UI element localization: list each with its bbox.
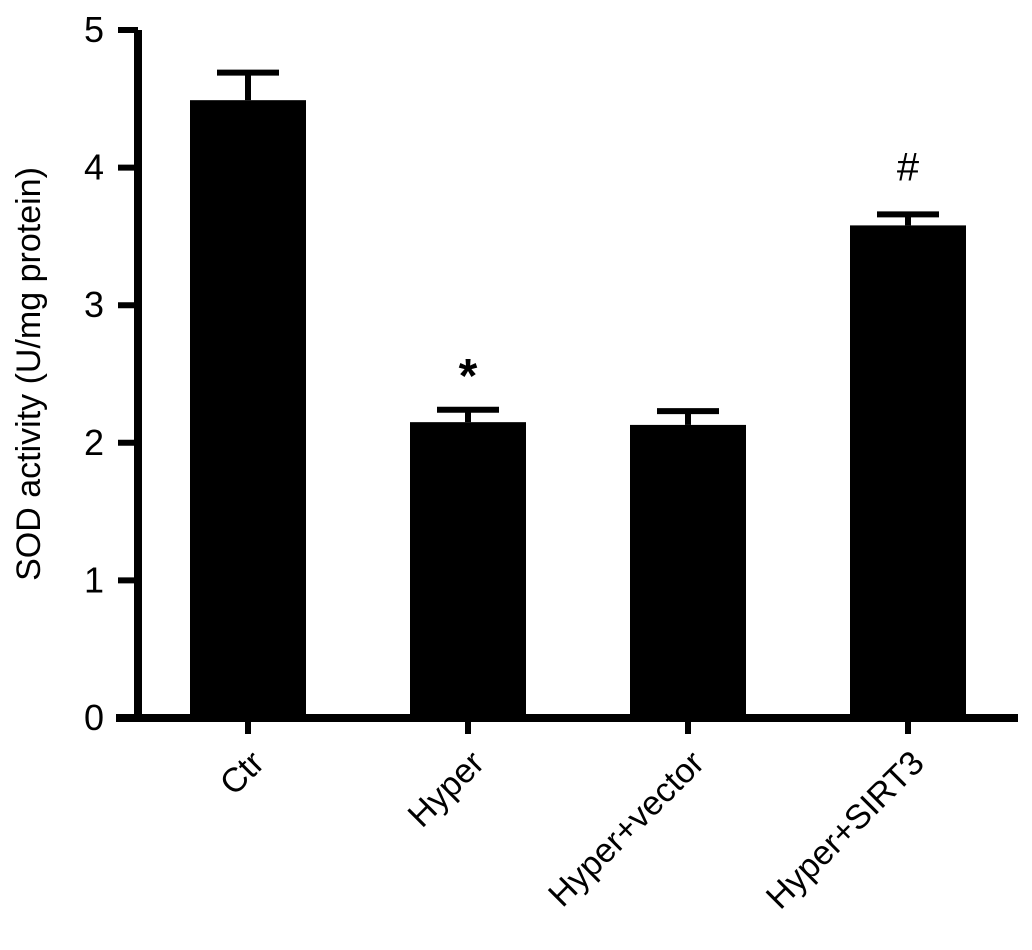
y-tick-label: 5 <box>84 9 104 50</box>
chart-marks: *# <box>190 69 966 718</box>
category-label: Hyper <box>401 744 492 835</box>
y-axis-ticks: 0 1 2 3 4 5 <box>84 9 138 738</box>
significance-marker: # <box>897 145 920 189</box>
chart-axes <box>116 30 1018 722</box>
category-label: Hyper+vector <box>541 744 712 915</box>
x-axis-ticks: Ctr Hyper Hyper+vector Hyper+SIRT3 <box>213 718 932 917</box>
y-tick-label: 3 <box>84 284 104 325</box>
bar-hyper <box>410 422 526 718</box>
bar-ctr <box>190 100 306 718</box>
significance-marker: * <box>459 350 478 403</box>
y-axis-title: SOD activity (U/mg protein) <box>10 167 48 581</box>
category-label: Hyper+SIRT3 <box>759 744 932 917</box>
bar-hyper-sirt3 <box>850 225 966 718</box>
bar-hyper-vector <box>630 424 746 718</box>
y-tick-label: 1 <box>84 559 104 600</box>
y-tick-label: 0 <box>84 697 104 738</box>
category-label: Ctr <box>213 744 272 803</box>
y-tick-label: 4 <box>84 147 104 188</box>
y-tick-label: 2 <box>84 422 104 463</box>
